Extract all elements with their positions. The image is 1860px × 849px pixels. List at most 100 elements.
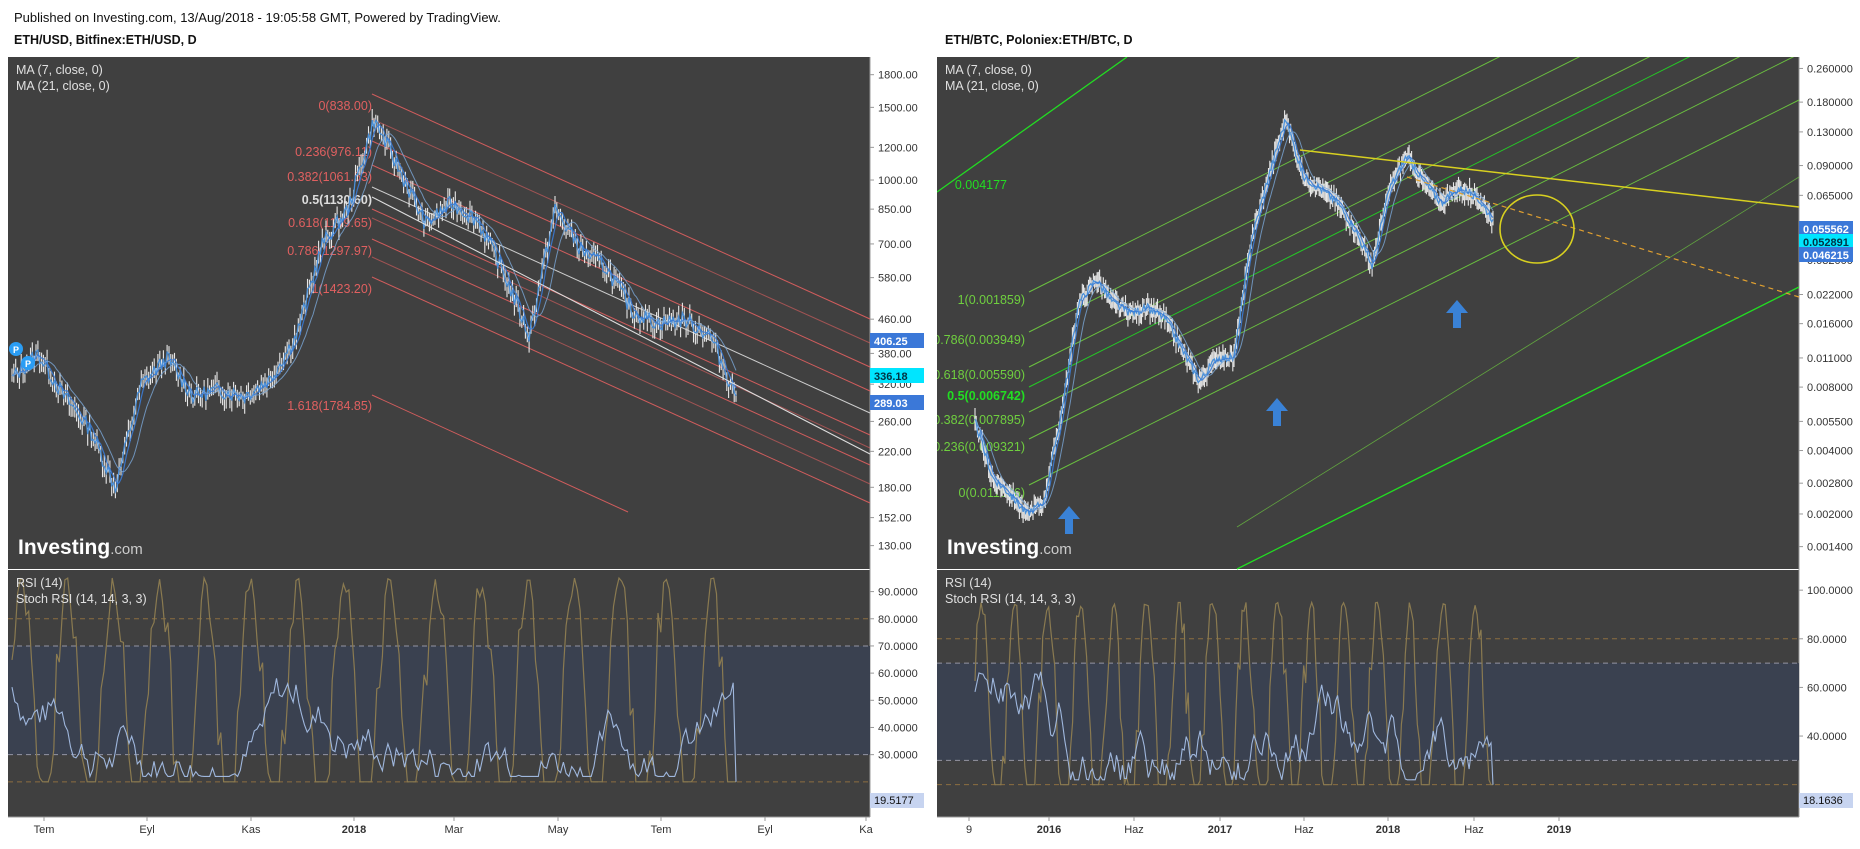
chart-title-eth-btc: ETH/BTC, Poloniex:ETH/BTC, D [945, 33, 1133, 47]
fib-channel-line [1236, 286, 1800, 570]
rsi-tag-label: 19.5177 [874, 795, 914, 807]
x-tick-label: Eyl [757, 824, 772, 836]
y-tick-label: 0.260000 [1807, 63, 1853, 75]
chart-title-eth-usd: ETH/USD, Bitfinex:ETH/USD, D [14, 33, 197, 47]
event-marker: P [9, 342, 23, 356]
y-tick-label: 700.00 [878, 239, 912, 251]
y-tick-label: 0.002000 [1807, 509, 1853, 521]
price-tag: 406.25 [870, 333, 924, 348]
price-tag: 336.18 [870, 368, 924, 383]
chart-panel-eth-btc[interactable]: 0.260000 0.180000 0.130000 0.090000 0.065000… [937, 57, 1855, 842]
fib-level-label: 0.618(0.005590) [937, 368, 1025, 382]
fib-channel-line [371, 118, 871, 344]
x-tick-label: Tem [651, 824, 672, 836]
fib-channel-line [371, 238, 871, 466]
ind-legend-rsi: RSI (14) [16, 576, 63, 590]
y-tick-label: 130.00 [878, 541, 912, 553]
fib-level-label: 0.786(1297.97) [287, 244, 372, 258]
rsi-tag-bg [1799, 793, 1853, 808]
watermark-suffix: .com [1039, 541, 1072, 558]
price-tag-bg [870, 368, 924, 383]
y-tick-label: 0.022000 [1807, 290, 1853, 302]
ma-7-line [974, 122, 1494, 513]
y-tick-label: 0.180000 [1807, 97, 1853, 109]
price-tag: 0.046215 [1799, 247, 1853, 262]
ind-y-tick-label: 30.0000 [878, 750, 918, 762]
x-tick-label: 2017 [1208, 824, 1232, 836]
ind-y-tick-label: 80.0000 [1807, 634, 1847, 646]
y-tick-label: 0.008000 [1807, 382, 1853, 394]
fib-median-line [371, 196, 871, 455]
fib-level-label: 0.786(0.003949) [937, 333, 1025, 347]
fib-channel-line [371, 93, 871, 320]
study-legend-ma7: MA (7, close, 0) [945, 63, 1032, 77]
price-line [11, 119, 737, 495]
y-tick-label: 0.065000 [1807, 190, 1853, 202]
y-tick-label: 0.001400 [1807, 542, 1853, 554]
fib-level-label: 0.382(1061.53) [287, 170, 372, 184]
price-tag-label: 0.055562 [1803, 224, 1849, 236]
y-tick-label: 0.005500 [1807, 416, 1853, 428]
event-marker-circle [21, 356, 35, 370]
chart-svg: 1800.00 1500.00 1200.00 1000.00 850.00 700.00… [8, 57, 926, 842]
study-legend-ma21: MA (21, close, 0) [945, 79, 1039, 93]
fib-level-label: 1.618(1784.85) [287, 399, 372, 413]
ind-y-tick-label: 40.0000 [1807, 731, 1847, 743]
price-tag-label: 289.03 [874, 398, 908, 410]
published-header: Published on Investing.com, 13/Aug/2018 … [14, 10, 501, 25]
price-tag: 0.052891 [1799, 234, 1853, 249]
ind-legend-rsi: RSI (14) [945, 576, 992, 590]
ind-y-tick-label: 60.0000 [878, 668, 918, 680]
chart-panel-eth-usd[interactable]: 1800.00 1500.00 1200.00 1000.00 850.00 700.00… [8, 57, 926, 842]
x-tick-label: May [548, 824, 569, 836]
ind-y-tick-label: 70.0000 [878, 641, 918, 653]
stoch-rsi-line [11, 575, 736, 783]
fib-level-label: 0.004177 [955, 178, 1007, 192]
price-tag-bg [870, 333, 924, 348]
rsi-tag-label: 18.1636 [1803, 795, 1843, 807]
fib-level-label: 0.236(976.11) [295, 145, 372, 159]
price-pane [8, 57, 870, 569]
event-marker-label: P [25, 359, 31, 369]
x-tick-label: 2018 [342, 824, 366, 836]
ma-7-line [11, 123, 737, 485]
fib-channel-line [1028, 57, 1741, 413]
x-tick-label: Kas [242, 824, 261, 836]
fib-level-label: 1(1423.20) [312, 282, 372, 296]
x-tick-label: Ka [859, 824, 873, 836]
price-pane [937, 57, 1799, 569]
fib-level-label: 0(838.00) [318, 99, 372, 113]
fib-channel-line [371, 394, 629, 513]
x-tick-label: Haz [1464, 824, 1484, 836]
y-tick-label: 1800.00 [878, 70, 918, 82]
y-tick-label: 0.016000 [1807, 319, 1853, 331]
event-marker-circle [9, 342, 23, 356]
y-tick-label: 0.002800 [1807, 478, 1853, 490]
fib-channel-line [1028, 57, 1581, 333]
study-legend-ma7: MA (7, close, 0) [16, 63, 103, 77]
fib-channel-line [371, 140, 871, 368]
fib-channel-line [1028, 99, 1800, 486]
investing-watermark: Investing.com [947, 536, 1072, 559]
y-tick-label: 0.090000 [1807, 161, 1853, 173]
y-tick-label: 0.004000 [1807, 446, 1853, 458]
price-tag-label: 406.25 [874, 336, 908, 348]
ma-21-line [11, 133, 737, 473]
x-tick-label: 2016 [1037, 824, 1061, 836]
x-tick-label: Haz [1294, 824, 1314, 836]
fib-level-label: 0.5(0.006742) [947, 389, 1025, 403]
fib-channel-line [1236, 176, 1800, 528]
price-tag-label: 0.052891 [1803, 237, 1849, 249]
up-arrow-icon [1266, 398, 1288, 426]
stoch-rsi-line [974, 600, 1493, 786]
ind-legend-stoch: Stoch RSI (14, 14, 3, 3) [945, 592, 1076, 606]
price-line [974, 118, 1494, 516]
y-tick-label: 180.00 [878, 482, 912, 494]
ind-y-tick-label: 100.0000 [1807, 585, 1853, 597]
y-tick-label: 0.130000 [1807, 127, 1853, 139]
x-tick-label: Mar [445, 824, 464, 836]
y-tick-label: 220.00 [878, 446, 912, 458]
ind-legend-stoch: Stoch RSI (14, 14, 3, 3) [16, 592, 147, 606]
y-tick-label: 0.011000 [1807, 353, 1852, 365]
y-tick-label: 580.00 [878, 273, 912, 285]
